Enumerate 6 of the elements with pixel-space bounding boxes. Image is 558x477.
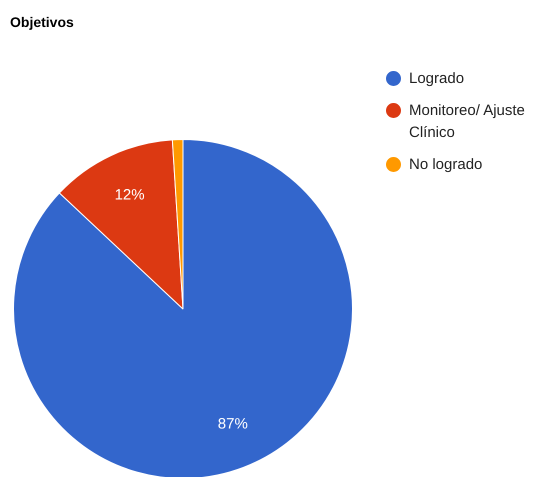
legend-label: Monitoreo/ Ajuste Clínico	[409, 101, 526, 143]
chart-title: Objetivos	[10, 14, 74, 30]
legend-label: Logrado	[409, 69, 464, 89]
data-label: 12%	[114, 186, 145, 204]
data-label: 87%	[218, 415, 248, 432]
legend-label: No logrado	[409, 155, 482, 175]
